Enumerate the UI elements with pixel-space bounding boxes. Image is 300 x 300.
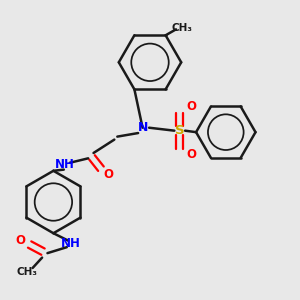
Text: N: N — [137, 121, 148, 134]
Text: O: O — [103, 168, 113, 181]
Text: CH₃: CH₃ — [16, 268, 37, 278]
Text: NH: NH — [56, 158, 75, 171]
Text: NH: NH — [61, 237, 81, 250]
Text: S: S — [175, 124, 184, 137]
Text: O: O — [16, 234, 26, 247]
Text: CH₃: CH₃ — [172, 23, 193, 33]
Text: O: O — [187, 148, 196, 161]
Text: O: O — [187, 100, 196, 113]
